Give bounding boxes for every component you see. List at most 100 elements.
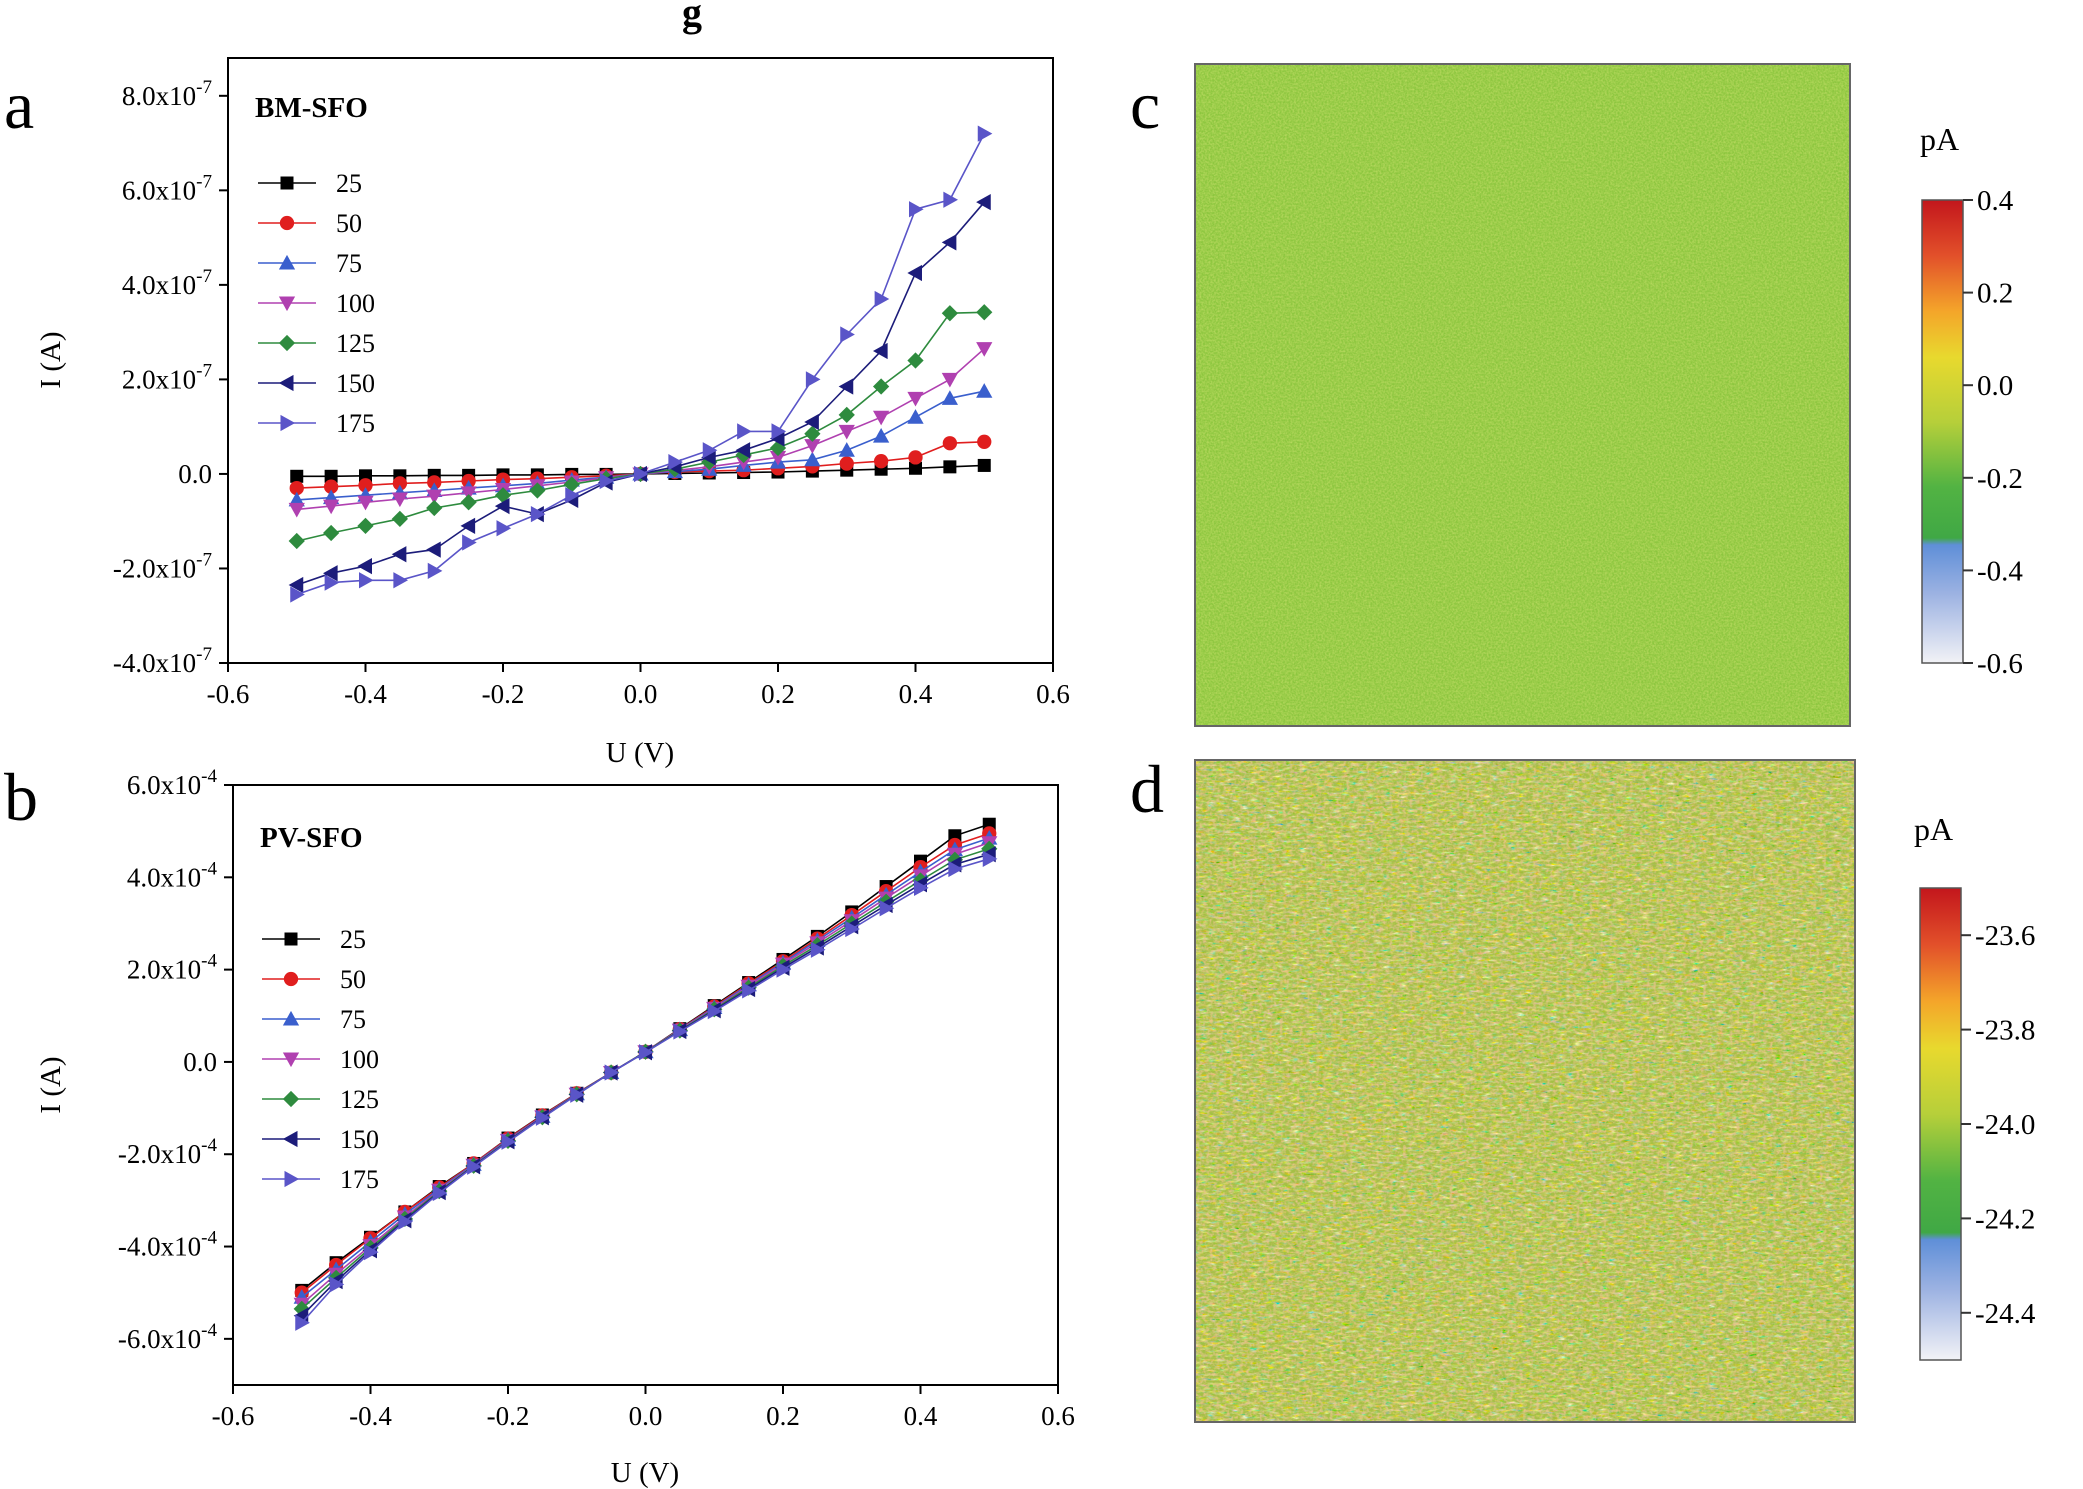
a-series-125-point: [563, 476, 580, 493]
a-series-175-point: [702, 442, 718, 459]
a-series-100-point: [460, 486, 477, 501]
b-legend-item-175: 175: [262, 1165, 379, 1194]
a-series-125-point: [426, 499, 443, 517]
panel-b-series: [293, 817, 998, 1331]
a-legend-item-175: 175: [258, 409, 375, 438]
a-series-150-point: [769, 430, 785, 447]
d-colorbar-tick-label: -24.2: [1975, 1203, 2035, 1235]
a-legend-item-125: 125: [258, 329, 375, 358]
a-series-100-point: [357, 495, 374, 511]
panel-a: a BM-SFO -0.6 -0.4 -0.2 0.0 0.2 0.4 0.6 -4.0x1…: [4, 57, 1070, 769]
c-colorbar-tick-label: 0.4: [1977, 185, 2014, 217]
a-series-175-point: [840, 326, 855, 343]
a-series-175-point: [393, 572, 408, 589]
panel-d-colorbar-unit: pA: [1914, 811, 1953, 847]
b-series-175-point: [467, 1158, 482, 1175]
b-legend-label: 50: [340, 965, 366, 994]
b-legend-label: 25: [340, 925, 366, 954]
a-y-tick-label: 0.0: [178, 459, 212, 489]
a-series-125-point: [804, 425, 821, 442]
a-legend-marker: [280, 414, 296, 432]
b-legend-label: 125: [340, 1085, 379, 1114]
a-series-175-point: [909, 201, 924, 218]
c-colorbar-tick-label: 0.0: [1977, 370, 2013, 402]
b-series-175-point: [673, 1023, 688, 1040]
a-x-tick-label: 0.2: [761, 679, 795, 709]
a-legend-item-50: 50: [258, 209, 362, 238]
a-legend-marker: [278, 334, 296, 352]
a-series-175-point: [359, 572, 374, 589]
a-series-175-point: [565, 487, 580, 504]
a-series-150-point: [288, 576, 304, 594]
panel-d-colorbar: [1919, 887, 1962, 1361]
a-series-150-point: [735, 442, 751, 459]
a-legend-label: 50: [336, 209, 362, 238]
b-series-175-point: [707, 1003, 723, 1020]
panel-c-colorbar: [1921, 199, 1964, 664]
a-series-150-point: [907, 264, 922, 282]
a-series-175-point: [496, 520, 512, 537]
a-series-100-point: [941, 372, 958, 388]
a-series-150-point: [941, 234, 957, 251]
c-colorbar-tick-label: -0.6: [1977, 648, 2023, 680]
a-series-75-point: [873, 428, 890, 443]
a-series-50-point: [392, 476, 408, 491]
b-series-175-point: [432, 1184, 448, 1202]
b-x-tick-label: 0.2: [766, 1401, 800, 1431]
a-series-125-point: [357, 517, 374, 535]
a-series-150-point: [976, 194, 991, 211]
a-series-175-point: [427, 562, 443, 579]
b-x-tick-label: 0.4: [904, 1401, 938, 1431]
a-series-100-point: [976, 342, 993, 357]
b-series-175-point: [914, 879, 929, 897]
b-x-tick-label: -0.2: [487, 1401, 530, 1431]
panel-a-series: [288, 125, 993, 603]
a-x-tick-label: -0.6: [207, 679, 250, 709]
d-colorbar-tick-label: -24.0: [1975, 1109, 2035, 1141]
a-x-tick-label: 0.6: [1036, 679, 1070, 709]
d-colorbar-tick-label: -24.4: [1975, 1298, 2036, 1330]
c-colorbar-tick-label: -0.2: [1977, 463, 2023, 495]
b-series-175-point: [604, 1064, 620, 1081]
panel-b-title: PV-SFO: [260, 822, 363, 854]
a-series-75-point: [804, 451, 821, 467]
c-colorbar-tick-label: 0.2: [1977, 278, 2013, 310]
a-legend-label: 75: [336, 249, 362, 278]
a-series-150-point: [838, 378, 854, 395]
c-colorbar-tick-label: -0.4: [1977, 555, 2023, 587]
a-series-75-point: [976, 383, 993, 398]
a-legend-marker: [280, 176, 294, 190]
panel-c: c pA 0.4 0.2 0.0 -0.2 -0.4 -0.6: [1130, 63, 2023, 727]
panel-a-frame: [227, 57, 1054, 664]
b-series-175-point: [776, 961, 792, 978]
panel-a-y-ticks: -4.0x10-7 -2.0x10-7 0.0 2.0x10-7 4.0x10-7 6.0…: [113, 77, 228, 678]
a-series-100-point: [873, 410, 890, 426]
b-legend-marker: [282, 1010, 300, 1026]
b-series-150-line: [301, 853, 990, 1317]
a-series-175: [290, 125, 993, 603]
a-series-125-point: [873, 378, 890, 395]
b-legend-marker: [282, 1130, 298, 1148]
a-series-175-point: [943, 191, 958, 208]
a-series-50-point: [908, 450, 923, 465]
a-legend-marker: [278, 254, 296, 270]
a-series-100-point: [907, 391, 924, 407]
a-series-150-point: [426, 541, 441, 558]
a-series-175-point: [737, 423, 752, 440]
a-series-100-point: [426, 489, 443, 505]
panel-c-label: c: [1130, 67, 1160, 143]
b-legend-marker: [283, 971, 299, 987]
b-series-125-line: [301, 847, 990, 1310]
a-y-tick-label: -4.0x10-7: [113, 644, 212, 678]
b-series-175-point: [329, 1276, 345, 1293]
a-series-100-point: [288, 502, 305, 518]
a-series-125-point: [838, 406, 855, 423]
panel-a-label: a: [4, 67, 34, 143]
b-series-175-point: [295, 1314, 310, 1331]
b-series-175-point: [982, 850, 998, 867]
a-legend-item-75: 75: [258, 249, 362, 278]
a-legend-item-100: 100: [258, 289, 375, 318]
b-legend-item-100: 100: [262, 1045, 379, 1074]
a-legend-item-25: 25: [258, 169, 362, 198]
b-y-tick-label: 0.0: [183, 1047, 217, 1077]
